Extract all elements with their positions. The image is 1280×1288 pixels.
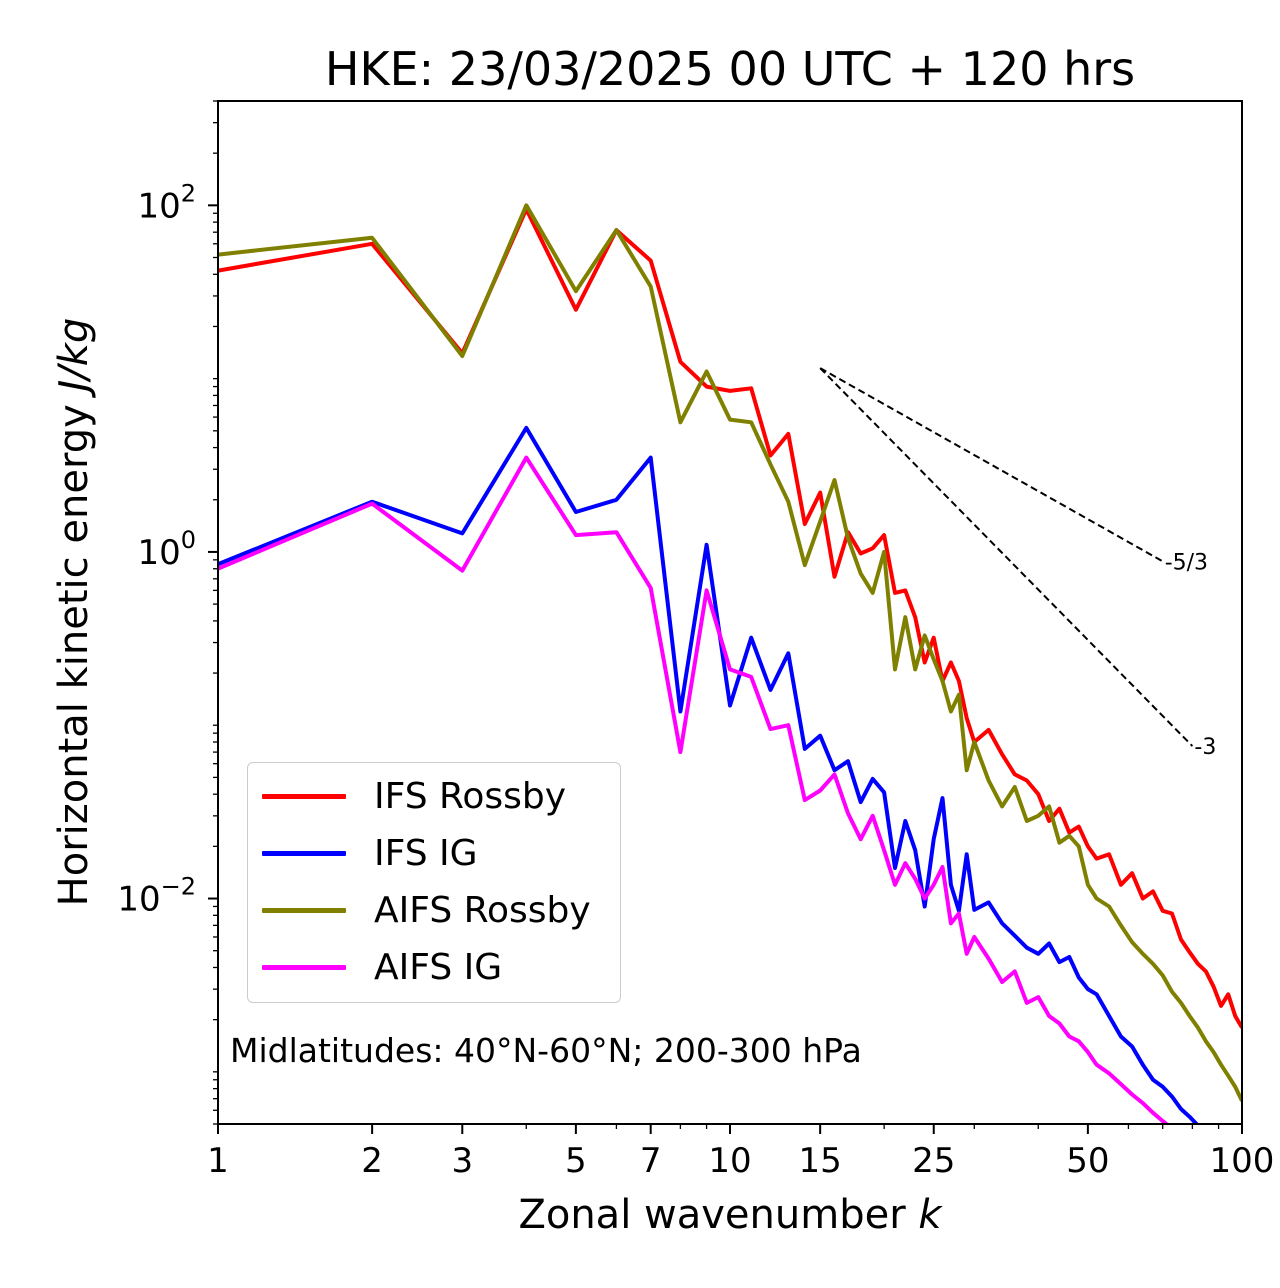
y-axis-label-text: Horizontal kinetic energy <box>51 392 97 907</box>
x-tick-label: 2 <box>361 1141 383 1181</box>
region-annotation: Midlatitudes: 40°N-60°N; 200-300 hPa <box>230 1031 862 1070</box>
reference-line <box>819 367 1194 747</box>
legend-swatch <box>262 964 346 970</box>
y-tick-label: 102 <box>137 179 196 226</box>
legend-label: IFS IG <box>374 832 478 874</box>
series-line-ifs-rossby <box>218 207 1242 1029</box>
legend-item-ifs-rossby: IFS Rossby <box>262 775 567 817</box>
legend-label: AIFS IG <box>374 946 503 988</box>
series-line-aifs-ig <box>218 455 1170 1124</box>
y-tick-label: 10−2 <box>117 873 196 920</box>
legend-label: IFS Rossby <box>374 775 567 817</box>
series-line-aifs-rossby <box>218 203 1242 1102</box>
x-axis-label-symbol: k <box>918 1192 943 1238</box>
x-axis-label: Zonal wavenumber k <box>518 1192 943 1238</box>
legend-swatch <box>262 793 346 799</box>
y-axis-ticks: 102 100 10−2 <box>117 100 218 1125</box>
y-axis-label: Horizontal kinetic energy J/kg <box>51 318 97 907</box>
reference-line <box>819 367 1164 563</box>
series-line-ifs-ig <box>218 425 1200 1124</box>
y-axis-label-unit: J/kg <box>51 318 97 399</box>
y-tick-label: 100 <box>137 526 196 573</box>
legend-swatch <box>262 850 346 856</box>
legend: IFS Rossby IFS IG AIFS Rossby AIFS IG <box>247 762 621 1003</box>
reference-line-label: -3 <box>1194 735 1216 760</box>
chart-title: HKE: 23/03/2025 00 UTC + 120 hrs <box>325 42 1135 96</box>
x-tick-label: 100 <box>1210 1141 1275 1181</box>
x-tick-label: 3 <box>451 1141 473 1181</box>
x-tick-label: 50 <box>1066 1141 1109 1181</box>
x-tick-label: 5 <box>565 1141 587 1181</box>
legend-label: AIFS Rossby <box>374 889 591 931</box>
x-tick-label: 1 <box>207 1141 229 1181</box>
reference-line-label: -5/3 <box>1165 550 1208 575</box>
x-axis-label-text: Zonal wavenumber <box>518 1192 918 1238</box>
x-tick-label: 7 <box>640 1141 662 1181</box>
x-axis-ticks: 1 2 3 5 7 10 15 25 50 100 <box>207 1124 1274 1181</box>
x-tick-label: 10 <box>708 1141 751 1181</box>
legend-item-ifs-ig: IFS IG <box>262 832 478 874</box>
reference-slope-lines: -5/3 -3 <box>819 367 1216 760</box>
legend-item-aifs-rossby: AIFS Rossby <box>262 889 591 931</box>
x-tick-label: 15 <box>799 1141 842 1181</box>
x-tick-label: 25 <box>912 1141 955 1181</box>
legend-item-aifs-ig: AIFS IG <box>262 946 503 988</box>
legend-swatch <box>262 907 346 913</box>
series-layer <box>218 203 1242 1124</box>
